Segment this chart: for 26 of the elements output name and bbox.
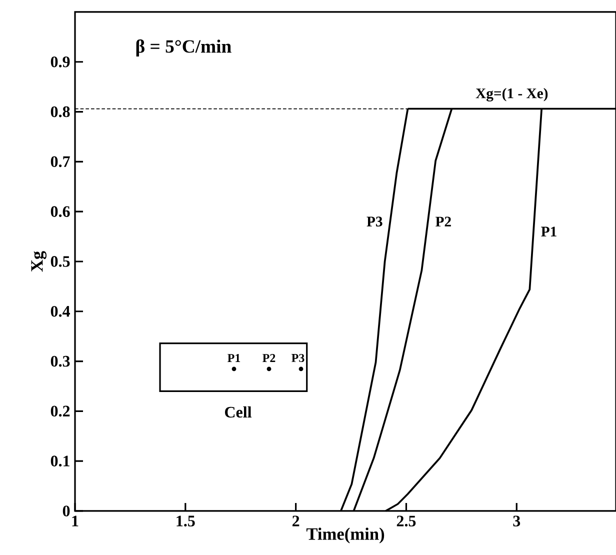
y-tick-label: 0.7 <box>50 156 70 168</box>
x-tick-label: 1.5 <box>176 516 195 526</box>
y-tick-label: 0 <box>62 506 70 516</box>
x-tick-label: 1 <box>72 516 78 526</box>
annotation: Cell <box>225 406 252 418</box>
series-label: P3 <box>366 216 382 226</box>
y-tick-label: 0.2 <box>50 406 70 417</box>
series-label: Xg=(1 - Xe) <box>476 88 548 102</box>
x-tick-label: 2.5 <box>396 516 416 527</box>
y-tick-label: 0.1 <box>50 456 70 467</box>
x-axis-title: Time(min) <box>306 528 384 544</box>
y-tick-label: 0.4 <box>50 306 70 317</box>
y-tick-label: 0.8 <box>50 106 70 118</box>
x-tick-label: 2 <box>292 516 300 526</box>
annotation: β = 5°C/min <box>136 39 232 57</box>
y-tick-label: 0.3 <box>50 356 70 367</box>
annotation: P1 <box>228 354 240 362</box>
y-tick-label: 0.9 <box>50 56 70 68</box>
annotation: P2 <box>262 354 276 362</box>
y-axis-title: Xg <box>31 251 46 272</box>
x-tick-label: 3 <box>513 516 520 526</box>
series-label: P2 <box>436 216 451 226</box>
annotation: P3 <box>292 354 304 362</box>
y-tick-label: 0.5 <box>50 256 70 267</box>
series-label: P1 <box>541 226 556 236</box>
y-tick-label: 0.6 <box>50 206 70 218</box>
